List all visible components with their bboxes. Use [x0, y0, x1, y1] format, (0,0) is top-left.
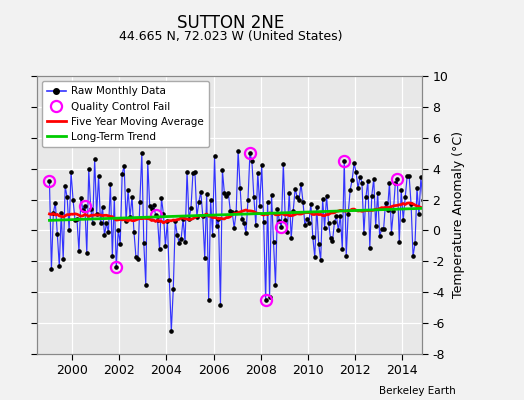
Text: Berkeley Earth: Berkeley Earth	[379, 386, 456, 396]
Legend: Raw Monthly Data, Quality Control Fail, Five Year Moving Average, Long-Term Tren: Raw Monthly Data, Quality Control Fail, …	[42, 81, 209, 147]
Text: SUTTON 2NE: SUTTON 2NE	[177, 14, 284, 32]
Y-axis label: Temperature Anomaly (°C): Temperature Anomaly (°C)	[452, 132, 465, 298]
Text: 44.665 N, 72.023 W (United States): 44.665 N, 72.023 W (United States)	[119, 30, 342, 43]
